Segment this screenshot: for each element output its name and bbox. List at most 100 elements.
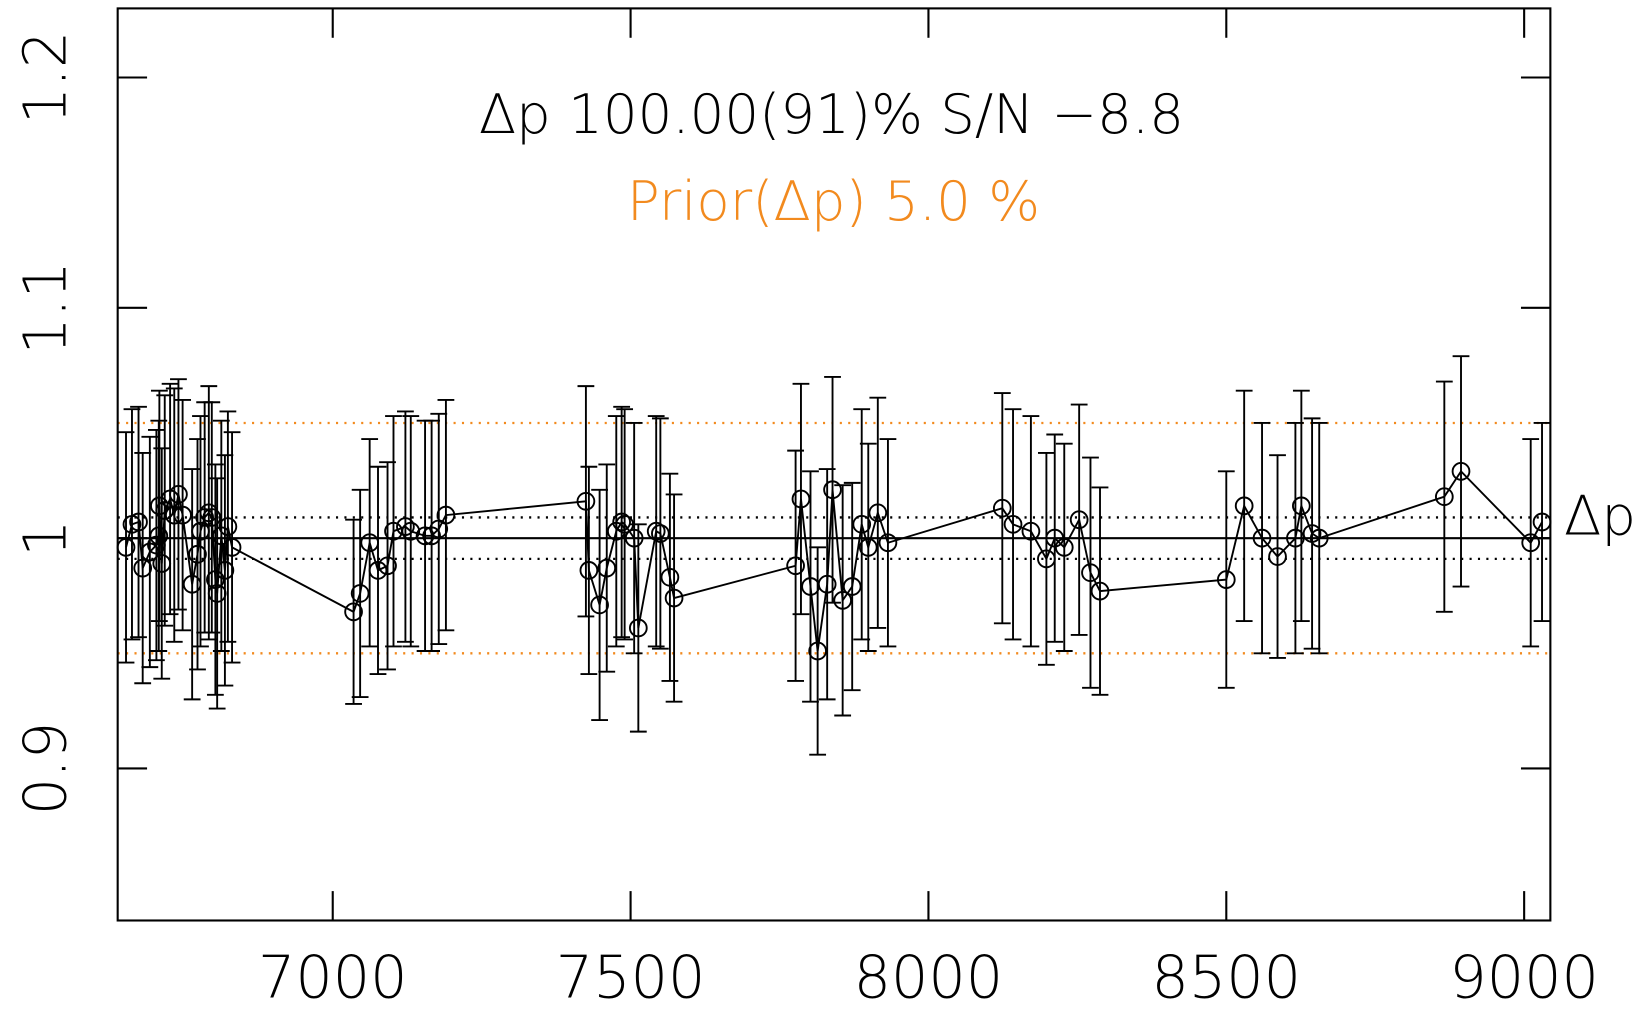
error-bar <box>212 419 230 652</box>
error-bar <box>647 415 665 648</box>
data-point <box>852 514 872 534</box>
data-point <box>350 584 370 603</box>
error-bar <box>141 435 159 669</box>
error-bar <box>809 546 827 756</box>
data-point <box>378 556 397 576</box>
data-point <box>195 508 214 527</box>
data-point <box>211 526 231 546</box>
data-point <box>576 491 596 511</box>
error-bar <box>223 431 241 664</box>
error-bar <box>1046 433 1064 643</box>
error-bar <box>651 417 669 650</box>
data-point <box>396 517 415 536</box>
data-point <box>1234 496 1254 516</box>
error-bar <box>625 422 643 655</box>
data-point <box>1216 570 1236 589</box>
error-bar <box>402 415 420 648</box>
data-point <box>833 590 852 610</box>
chart-title: Δp 100.00(91)% S/N −8.8 <box>479 82 1184 146</box>
series-label: Δp <box>1564 484 1636 548</box>
data-point <box>651 524 670 543</box>
error-bar <box>616 408 634 641</box>
error-bar <box>1082 456 1099 689</box>
data-point <box>436 505 456 525</box>
data-point <box>1081 563 1100 583</box>
x-tick-label: 7500 <box>556 942 706 1011</box>
error-bar <box>192 415 209 648</box>
error-bar <box>1292 389 1310 623</box>
y-tick-label: 1 <box>10 519 79 556</box>
error-bar <box>134 451 152 685</box>
data-point <box>218 517 238 536</box>
error-bar <box>665 493 683 703</box>
error-bar <box>580 465 598 675</box>
x-tick-label: 8500 <box>1152 942 1302 1011</box>
data-point <box>823 480 842 500</box>
error-bar <box>153 447 171 680</box>
error-bar <box>345 518 362 705</box>
data-point <box>1292 496 1311 516</box>
error-bar <box>879 438 897 648</box>
chart-subtitle: Prior(Δp) 5.0 % <box>627 169 1040 233</box>
data-point <box>1054 538 1074 557</box>
y-tick-label: 1.2 <box>10 31 79 124</box>
data-point <box>173 505 192 525</box>
error-bar <box>802 470 819 703</box>
data-point <box>646 521 666 541</box>
data-point <box>579 561 599 580</box>
data-point <box>169 485 188 504</box>
data-point <box>1521 533 1541 553</box>
data-point <box>344 602 363 622</box>
data-point <box>1451 462 1471 481</box>
data-point <box>842 577 862 596</box>
error-bar <box>853 408 871 641</box>
error-bar <box>208 477 226 710</box>
data-point <box>597 558 617 578</box>
plot-frame <box>116 7 1552 922</box>
data-point <box>808 641 827 661</box>
error-bar <box>1037 451 1055 666</box>
error-bar <box>598 463 616 673</box>
data-point <box>1021 521 1041 541</box>
error-bar <box>437 399 455 632</box>
error-bar <box>219 410 237 643</box>
data-point <box>791 489 811 509</box>
data-point <box>612 512 631 532</box>
error-bar <box>1269 454 1286 659</box>
error-bar <box>369 465 387 675</box>
error-bar <box>161 382 179 616</box>
error-bar <box>792 382 810 616</box>
data-point <box>222 538 242 557</box>
data-point <box>660 567 680 587</box>
error-bar <box>859 442 877 652</box>
data-point <box>624 528 644 548</box>
data-point <box>1003 514 1023 534</box>
data-point <box>878 533 898 553</box>
data-point <box>1434 487 1454 507</box>
y-tick-label: 1.1 <box>10 261 79 354</box>
error-bar <box>1022 415 1040 648</box>
data-point <box>368 561 388 580</box>
x-tick-label: 7000 <box>258 942 408 1011</box>
error-bar <box>661 472 679 682</box>
error-bar <box>993 392 1011 625</box>
data-point <box>664 588 684 608</box>
data-point <box>155 501 175 520</box>
y-tick-label: 0.9 <box>10 722 79 815</box>
error-bar <box>430 412 448 646</box>
x-tick-label: 8000 <box>854 942 1004 1011</box>
data-point <box>868 503 888 523</box>
error-bar <box>629 523 647 733</box>
x-tick-label: 9000 <box>1449 942 1599 1011</box>
data-point <box>786 556 805 576</box>
error-bar <box>174 399 192 632</box>
data-point <box>422 526 441 546</box>
data-point <box>215 561 235 580</box>
error-bar <box>1070 403 1088 636</box>
error-bar <box>843 481 861 692</box>
data-point <box>1286 528 1305 548</box>
data-point <box>188 544 207 564</box>
data-point <box>133 558 153 578</box>
error-bar <box>351 488 369 699</box>
